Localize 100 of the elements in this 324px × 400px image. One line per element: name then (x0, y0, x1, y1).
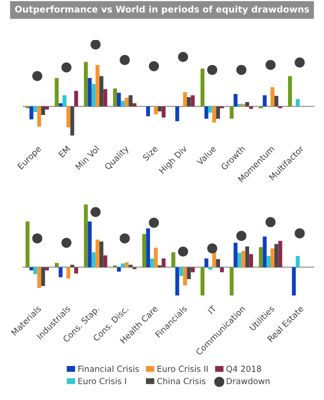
point (90, 206, 101, 218)
bar (288, 76, 292, 106)
bar (41, 106, 46, 116)
bar (33, 267, 38, 274)
bar (88, 78, 92, 106)
point (178, 246, 188, 257)
legend-label: Q4 2018 (226, 366, 262, 373)
bar (103, 89, 108, 106)
point (61, 238, 72, 248)
bar (26, 221, 30, 268)
bar (116, 92, 121, 106)
x-tick-label: Size (142, 145, 158, 162)
bar (70, 106, 74, 136)
bar (186, 267, 191, 280)
bar (292, 267, 296, 296)
bar (84, 204, 88, 268)
bar (162, 106, 166, 118)
bar (146, 106, 150, 116)
bar (33, 106, 38, 112)
point (294, 57, 305, 68)
bar (190, 267, 195, 272)
bar (208, 267, 212, 270)
point (236, 64, 246, 75)
bar (154, 106, 158, 114)
bar (37, 267, 42, 288)
point (265, 60, 276, 70)
bar (171, 252, 176, 268)
bar (249, 106, 254, 109)
bar (230, 267, 234, 296)
bar (162, 258, 166, 268)
bar (270, 87, 274, 106)
legend-label: Euro Crisis II (158, 366, 208, 372)
bar (146, 228, 150, 268)
bar (74, 90, 78, 106)
bar (274, 96, 278, 106)
legend-label: Drawdown (226, 378, 270, 384)
bar (200, 267, 204, 296)
bar (241, 104, 246, 106)
bar (296, 98, 300, 106)
point (178, 52, 188, 62)
bar (58, 103, 63, 106)
point (120, 54, 130, 66)
point (148, 61, 159, 72)
x-tick-label: Min Vol (75, 145, 100, 170)
bar (230, 106, 234, 119)
bar (258, 247, 263, 268)
bar (270, 248, 274, 268)
bar (249, 254, 254, 268)
bar (54, 78, 59, 106)
bar (132, 103, 136, 106)
bar (45, 267, 49, 270)
point (120, 233, 130, 244)
bar (128, 264, 133, 268)
bar (58, 267, 63, 278)
bar (183, 267, 187, 286)
bar (29, 267, 34, 270)
bar (212, 106, 216, 122)
bar (116, 267, 121, 272)
bar (66, 267, 70, 279)
bar (96, 64, 100, 106)
bar (124, 98, 129, 106)
bar (200, 68, 204, 106)
bar (220, 267, 224, 272)
point (32, 71, 42, 82)
bar (241, 250, 246, 268)
bar (99, 76, 104, 106)
bar (66, 106, 70, 128)
point (236, 230, 246, 241)
bar (175, 267, 180, 296)
bar (266, 256, 271, 268)
bar (237, 252, 242, 268)
legend-label: Financial Crisis (78, 366, 139, 372)
bar (142, 234, 146, 268)
bar (204, 258, 208, 268)
bar (99, 242, 104, 268)
bar (234, 242, 238, 268)
bar (70, 264, 74, 268)
bar (128, 95, 133, 106)
bar (150, 258, 154, 268)
legend-label: Euro Crisis I (78, 378, 126, 384)
bar (96, 240, 100, 268)
point (207, 243, 218, 254)
point (90, 40, 101, 50)
bar (154, 248, 158, 268)
bar (124, 262, 129, 268)
bar (29, 106, 34, 120)
bar (62, 95, 66, 106)
point (207, 64, 218, 75)
bar (216, 106, 220, 119)
bar (84, 62, 88, 106)
legend-label: China Crisis (157, 378, 206, 384)
bar (179, 267, 184, 276)
chart-title: Outperformance vs World in periods of equity drawdowns (15, 6, 309, 14)
bar (92, 252, 96, 268)
bar (113, 88, 117, 106)
bar (37, 106, 42, 127)
bar (186, 97, 191, 106)
bar (245, 102, 250, 106)
bar (92, 84, 96, 106)
bar (237, 104, 242, 106)
